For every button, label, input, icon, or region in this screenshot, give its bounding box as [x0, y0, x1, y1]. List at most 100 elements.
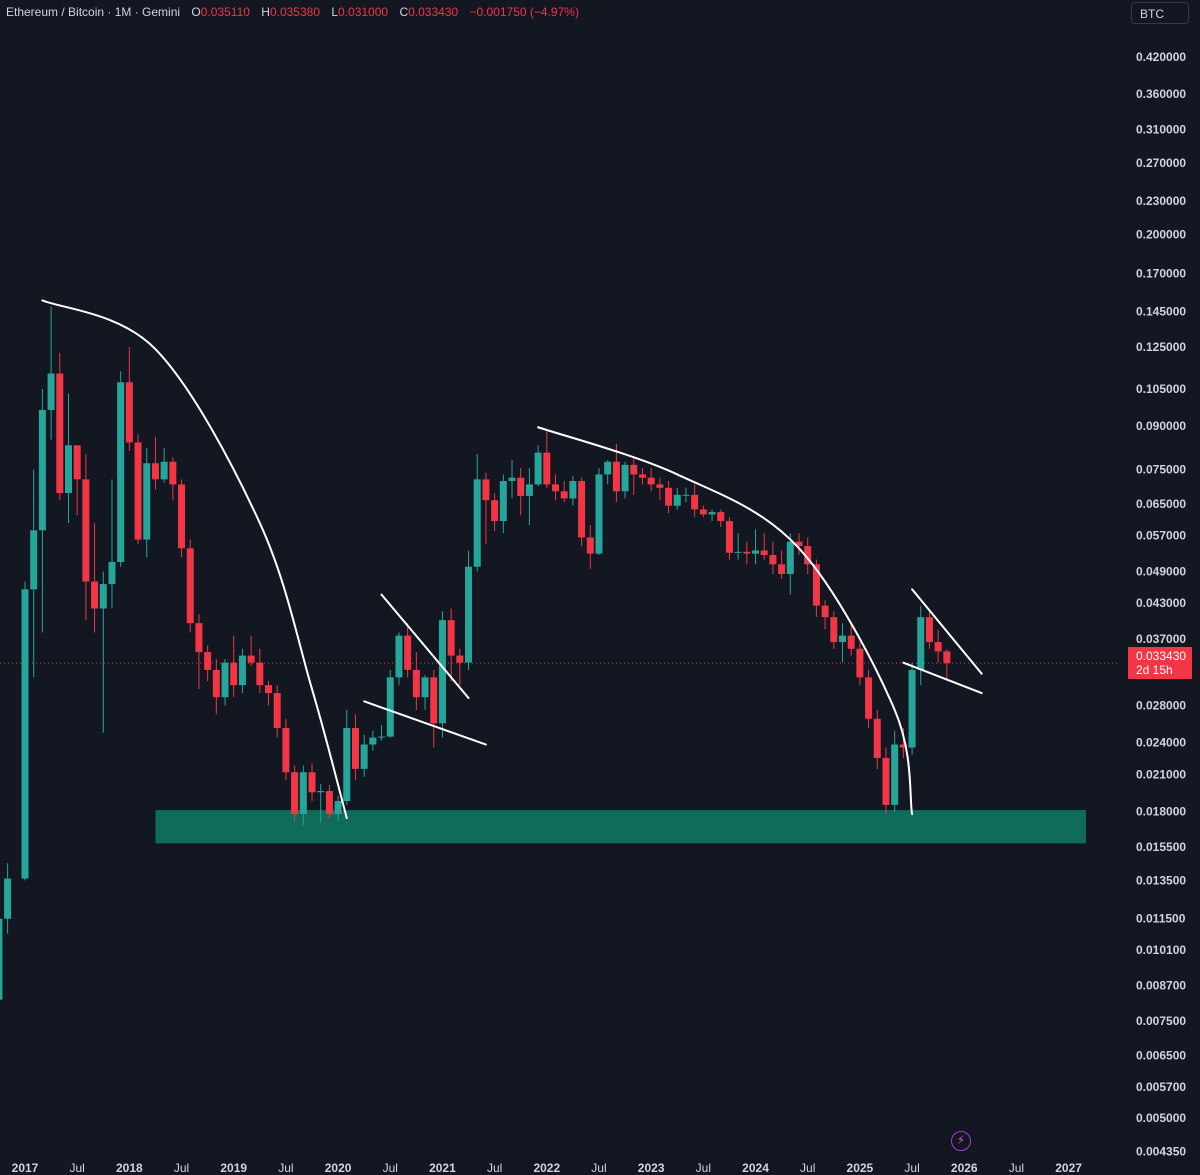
lightning-icon[interactable]: ⚡ [951, 1131, 971, 1151]
time-tick-label: Jul [487, 1161, 502, 1175]
candle [578, 477, 586, 547]
candle-body [143, 463, 151, 540]
candle-body [925, 617, 933, 643]
candle [699, 505, 707, 518]
candle-body [795, 541, 803, 547]
candle-body [412, 669, 420, 698]
price-tick-label: 0.270000 [1136, 156, 1186, 170]
bar-countdown: 2d 15h [1136, 663, 1173, 677]
candle-body [308, 772, 316, 793]
candle-body [108, 561, 116, 585]
candle [560, 481, 568, 503]
candle-body [212, 669, 220, 698]
candle-body [734, 551, 742, 553]
candle-body [882, 757, 890, 805]
candle [125, 347, 133, 452]
time-axis[interactable]: 2017 Jul 2018 Jul 2019 Jul 2020 Jul 2021 Jul 2022 J… [12, 1161, 1083, 1175]
candle [665, 481, 673, 514]
candle-body [178, 484, 186, 549]
candle-body [395, 635, 403, 678]
time-tick-label: 2024 [742, 1161, 769, 1175]
candle [169, 457, 177, 501]
candle-body [769, 555, 777, 565]
price-tick-label: 0.049000 [1136, 565, 1186, 579]
candle [456, 648, 464, 686]
candle-body [856, 648, 864, 678]
candle-body [752, 550, 760, 554]
arc-curve[interactable] [537, 426, 914, 816]
candle-body [612, 461, 620, 492]
candle-body [934, 642, 942, 652]
candle-body [473, 479, 481, 567]
candle-body [91, 581, 99, 609]
price-tick-label: 0.090000 [1136, 419, 1186, 433]
candle [282, 718, 290, 781]
candle-body [865, 677, 873, 719]
candle [447, 608, 455, 682]
time-tick-label: 2023 [638, 1161, 665, 1175]
candle [465, 550, 473, 670]
candle-body [830, 617, 838, 643]
candle [273, 685, 281, 738]
candle-body [204, 652, 212, 670]
candle [334, 795, 342, 821]
candle [108, 479, 116, 609]
time-tick-label: 2026 [951, 1161, 978, 1175]
candle [795, 533, 803, 556]
candle [438, 611, 446, 738]
candle [151, 436, 159, 490]
candle [708, 509, 716, 522]
candle-body [186, 548, 194, 624]
price-axis[interactable]: 0.420000 0.360000 0.310000 0.270000 0.230000… [1136, 50, 1186, 1159]
candle-body [134, 442, 142, 540]
candle [830, 611, 838, 649]
candle [395, 632, 403, 686]
candle-body [291, 772, 299, 815]
candle-body [517, 477, 525, 496]
candle [38, 388, 46, 633]
candle [143, 448, 151, 558]
candle [195, 614, 203, 690]
trend-line[interactable] [902, 661, 983, 695]
symbol-title[interactable]: Ethereum / Bitcoin · 1M · Gemini [6, 5, 181, 19]
candle-body [812, 564, 820, 606]
candle [595, 467, 603, 556]
candle-body [760, 550, 768, 556]
time-tick-label: 2020 [325, 1161, 352, 1175]
time-tick-label: Jul [800, 1161, 815, 1175]
candle [247, 635, 255, 667]
candle-body [378, 736, 386, 738]
price-tick-label: 0.420000 [1136, 50, 1186, 64]
candle-body [465, 566, 473, 663]
trend-line[interactable] [363, 700, 487, 746]
candle [752, 529, 760, 565]
candle [647, 467, 655, 492]
candle [212, 659, 220, 715]
trend-line[interactable] [911, 588, 983, 675]
candle [804, 537, 812, 575]
candle [369, 730, 377, 751]
candle-body [673, 494, 681, 506]
price-tick-label: 0.310000 [1136, 123, 1186, 137]
currency-button[interactable]: BTC [1131, 2, 1189, 24]
candle-body [282, 727, 290, 773]
support-zone[interactable] [155, 810, 1087, 844]
candle-body [221, 662, 229, 698]
trend-line[interactable] [380, 593, 470, 700]
candle [499, 474, 507, 534]
candle-body [543, 452, 551, 485]
candle [534, 445, 542, 487]
time-tick-label: Jul [383, 1161, 398, 1175]
candle-body [656, 484, 664, 488]
candle-body [325, 791, 333, 815]
candle-body [821, 605, 829, 618]
price-tick-label: 0.010100 [1136, 943, 1186, 957]
candle [891, 730, 899, 812]
candle-body [265, 685, 273, 694]
time-tick-label: Jul [174, 1161, 189, 1175]
arc-curve[interactable] [41, 299, 348, 820]
time-tick-label: 2025 [847, 1161, 874, 1175]
candle [586, 525, 594, 570]
high-value: 0.035380 [269, 5, 320, 19]
